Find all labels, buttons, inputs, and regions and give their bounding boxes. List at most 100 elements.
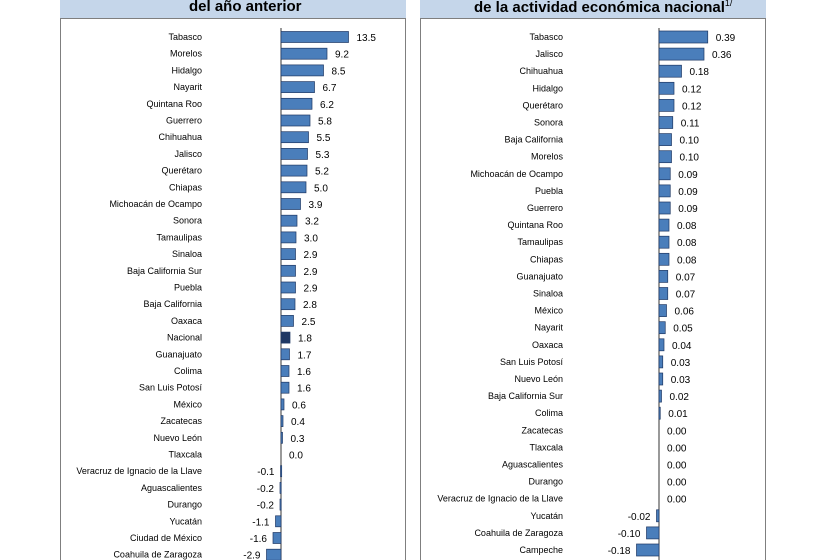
value-label: 0.18 bbox=[690, 67, 710, 78]
bar bbox=[658, 150, 672, 164]
value-label: 0.0 bbox=[289, 451, 303, 462]
category-label: Nayarit bbox=[173, 82, 202, 92]
value-label: 0.00 bbox=[667, 495, 687, 506]
category-label: Jalisco bbox=[535, 49, 563, 59]
category-label: Oaxaca bbox=[171, 316, 202, 326]
bar bbox=[280, 97, 313, 110]
value-label: 0.08 bbox=[677, 238, 697, 249]
value-label: 6.7 bbox=[323, 83, 337, 94]
left-chart-title: del año anterior bbox=[189, 0, 302, 15]
bar bbox=[636, 543, 660, 557]
value-label: 0.07 bbox=[676, 290, 696, 301]
bar bbox=[280, 415, 284, 427]
value-label: 0.08 bbox=[677, 221, 697, 232]
right-chart-title-text: de la actividad económica nacional bbox=[474, 0, 725, 16]
category-label: Zacatecas bbox=[160, 416, 202, 426]
value-label: 1.8 bbox=[298, 334, 312, 345]
bar bbox=[280, 131, 309, 144]
category-label: Nuevo León bbox=[153, 433, 202, 443]
bar bbox=[658, 389, 662, 403]
bar bbox=[658, 372, 664, 386]
value-label: 0.09 bbox=[678, 204, 698, 215]
value-label: 5.2 bbox=[315, 167, 329, 178]
bar bbox=[658, 81, 675, 95]
category-label: Durango bbox=[528, 477, 563, 487]
category-label: Coahuila de Zaragoza bbox=[474, 528, 563, 538]
category-label: Chihuahua bbox=[519, 66, 563, 76]
category-label: Guerrero bbox=[527, 203, 563, 213]
bar bbox=[658, 287, 669, 300]
category-label: Tamaulipas bbox=[517, 237, 563, 247]
bar bbox=[658, 304, 667, 317]
value-label: 6.2 bbox=[320, 100, 334, 111]
value-label: 0.39 bbox=[716, 33, 736, 44]
category-label: Zacatecas bbox=[521, 425, 563, 435]
category-label: Coahuila de Zaragoza bbox=[113, 550, 202, 560]
value-label: 5.3 bbox=[316, 150, 330, 161]
left-header-band bbox=[60, 0, 406, 18]
value-label: 1.6 bbox=[297, 367, 311, 378]
category-label: Colima bbox=[174, 366, 202, 376]
value-label: 0.08 bbox=[677, 255, 697, 266]
bar bbox=[658, 406, 661, 420]
category-label: Puebla bbox=[174, 283, 202, 293]
value-label: 3.0 bbox=[304, 233, 318, 244]
category-label: Morelos bbox=[531, 152, 564, 162]
bar bbox=[280, 164, 308, 177]
value-label: 0.6 bbox=[292, 400, 306, 411]
value-label: 0.00 bbox=[667, 478, 687, 489]
category-label: San Luis Potosí bbox=[139, 383, 203, 393]
category-label: Sinaloa bbox=[172, 249, 202, 259]
left-chart-frame bbox=[60, 18, 406, 560]
bar bbox=[658, 235, 670, 249]
value-label: -0.2 bbox=[257, 484, 275, 495]
category-label: Tlaxcala bbox=[168, 450, 202, 460]
category-label: Yucatán bbox=[530, 511, 563, 521]
category-label: Puebla bbox=[535, 186, 563, 196]
category-label: Querétaro bbox=[522, 100, 563, 110]
bar bbox=[658, 252, 670, 266]
value-label: 2.9 bbox=[304, 250, 318, 261]
bar bbox=[280, 264, 296, 277]
value-label: 0.09 bbox=[678, 170, 698, 181]
category-label: Chihuahua bbox=[158, 132, 202, 142]
right-chart-frame bbox=[420, 18, 766, 560]
category-label: Morelos bbox=[170, 49, 203, 59]
value-label: 0.10 bbox=[680, 153, 700, 164]
bar bbox=[266, 548, 282, 560]
value-label: -0.1 bbox=[257, 467, 275, 478]
value-label: 2.9 bbox=[304, 284, 318, 295]
category-label: Guanajuato bbox=[516, 271, 563, 281]
bar bbox=[280, 31, 349, 43]
bar bbox=[658, 338, 665, 352]
left-chart-title-text: del año anterior bbox=[189, 0, 302, 15]
category-label: Quintana Roo bbox=[507, 220, 563, 230]
bar bbox=[658, 116, 674, 129]
value-label: 0.07 bbox=[676, 272, 696, 283]
category-label: Durango bbox=[167, 500, 202, 510]
category-label: Chiapas bbox=[169, 182, 203, 192]
value-label: 0.06 bbox=[675, 307, 695, 318]
category-label: Aguascalientes bbox=[141, 483, 203, 493]
value-label: -0.2 bbox=[257, 501, 275, 512]
category-label: Yucatán bbox=[169, 516, 202, 526]
bar bbox=[658, 321, 666, 335]
category-label: Nuevo León bbox=[514, 374, 563, 384]
category-label: Tlaxcala bbox=[529, 442, 563, 452]
value-label: 2.9 bbox=[304, 267, 318, 278]
category-label: Chiapas bbox=[530, 254, 564, 264]
bar bbox=[658, 64, 682, 78]
right-chart-title: de la actividad económica nacional1/ bbox=[474, 0, 732, 16]
value-label: 0.02 bbox=[670, 392, 690, 403]
value-label: -2.9 bbox=[243, 551, 261, 560]
value-label: 2.8 bbox=[303, 300, 317, 311]
value-label: -0.18 bbox=[608, 546, 631, 557]
bar bbox=[279, 498, 282, 511]
right-chart-title-superscript: 1/ bbox=[724, 0, 733, 8]
category-label: Nacional bbox=[167, 333, 202, 343]
category-label: Sonora bbox=[534, 118, 563, 128]
category-label: Baja California Sur bbox=[127, 266, 202, 276]
value-label: 1.6 bbox=[297, 384, 311, 395]
bar bbox=[658, 201, 671, 215]
bar bbox=[280, 181, 307, 194]
